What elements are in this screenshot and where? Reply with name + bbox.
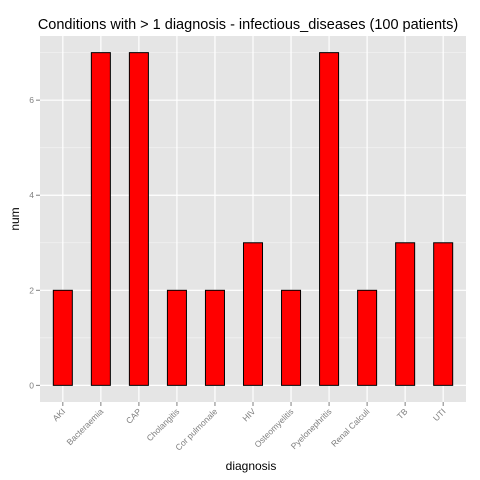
x-tick-label: AKI <box>50 406 67 423</box>
bar <box>357 289 378 386</box>
chart-title: Conditions with > 1 diagnosis - infectio… <box>38 17 458 33</box>
bar <box>319 52 340 386</box>
bar <box>52 289 73 386</box>
x-tick-label: Cholangitis <box>145 406 182 443</box>
bar <box>242 242 264 386</box>
y-axis: 0 2 4 6 <box>29 95 40 390</box>
x-tick-label: Renal Calculi <box>329 406 372 449</box>
x-tick-label: Pyelonephritis <box>289 406 334 451</box>
y-tick-label: 0 <box>29 380 34 390</box>
x-tick-label: Bacteraemia <box>64 406 105 447</box>
bar <box>128 52 149 386</box>
bars <box>52 52 454 386</box>
x-axis-title: diagnosis <box>226 459 277 473</box>
y-tick-label: 4 <box>29 190 34 200</box>
x-tick-label: CAP <box>124 406 144 426</box>
bar <box>90 52 111 386</box>
x-tick-label: HIV <box>240 406 257 423</box>
bar <box>166 289 187 386</box>
y-axis-title: num <box>8 207 22 230</box>
x-tick-label: UTI <box>431 406 448 423</box>
bar <box>395 242 416 386</box>
x-tick-label: TB <box>395 406 410 421</box>
bar <box>433 242 454 386</box>
y-tick-label: 6 <box>29 95 34 105</box>
y-tick-label: 2 <box>29 285 34 295</box>
bar <box>281 289 302 386</box>
bar <box>204 289 225 386</box>
